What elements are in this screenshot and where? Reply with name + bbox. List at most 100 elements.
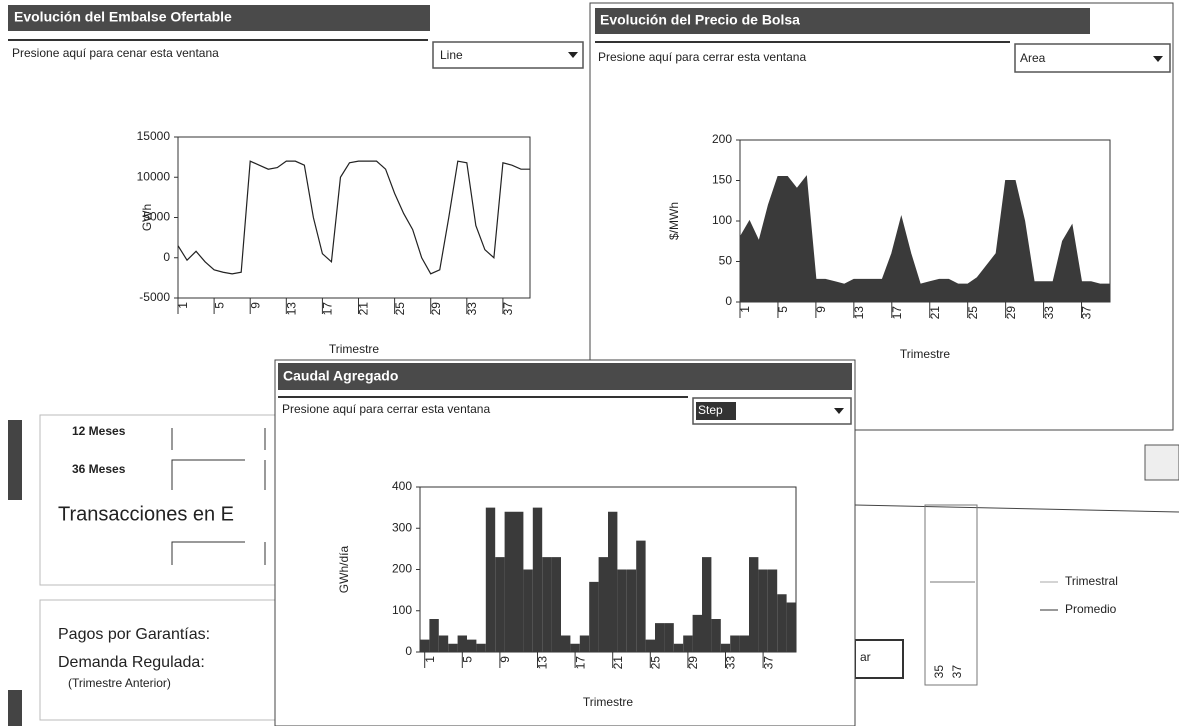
step-bar <box>429 619 439 652</box>
y-tick-label: 10000 <box>137 169 171 183</box>
x-tick-label: 25 <box>648 656 662 670</box>
close-link[interactable]: Presione aquí para cenar esta ventana <box>12 46 219 60</box>
step-bar <box>485 507 496 652</box>
y-tick-label: 15000 <box>137 129 171 143</box>
step-bar <box>495 557 505 652</box>
button[interactable] <box>1144 444 1179 481</box>
y-tick-label: 300 <box>392 520 412 534</box>
dropdown[interactable] <box>432 41 584 69</box>
background-form: 12 Meses 36 Meses Transacciones en E Pag… <box>8 414 1179 726</box>
step-bar <box>523 569 533 652</box>
x-tick-label: 5 <box>460 656 474 663</box>
step-bar <box>720 643 731 652</box>
step-bar <box>476 643 486 652</box>
dropdown-arrow <box>834 408 844 414</box>
y-tick-label: 50 <box>719 254 733 268</box>
y-tick-label: 200 <box>712 132 732 146</box>
rule <box>854 504 1179 513</box>
x-tick-label: 17 <box>573 656 587 670</box>
step-bar <box>636 540 646 652</box>
x-tick-label: 9 <box>248 302 262 309</box>
step-bar <box>532 507 543 652</box>
title-bar <box>278 363 852 390</box>
step-bar <box>626 569 637 652</box>
tick-label: 37 <box>950 665 964 679</box>
selection <box>696 402 736 420</box>
label: Demanda Regulada: <box>58 654 205 671</box>
step-bar <box>514 511 524 652</box>
close-link[interactable]: Presione aquí para cerrar esta ventana <box>282 402 490 416</box>
field <box>171 428 266 450</box>
step-bar <box>749 557 759 652</box>
x-tick-label: 17 <box>890 306 904 320</box>
dropdown-arrow <box>1153 56 1163 62</box>
x-axis-label: Trimestre <box>583 695 634 709</box>
x-tick-label: 37 <box>501 302 515 316</box>
y-tick-label: 150 <box>712 173 732 187</box>
window: Evolución del Precio de Bolsa Presione a… <box>589 2 1174 431</box>
y-axis-label: $/MWh <box>667 202 681 240</box>
step-bar <box>608 511 618 652</box>
step-bar <box>702 557 712 652</box>
close-link[interactable]: Presione aquí para cerrar esta ventana <box>598 50 806 64</box>
step-bar <box>589 581 599 652</box>
tick-label: 35 <box>932 665 946 679</box>
label: (Trimestre Anterior) <box>68 676 171 690</box>
step-bar <box>711 619 721 652</box>
fragment: ar <box>860 650 871 664</box>
y-tick-label: 100 <box>712 213 732 227</box>
x-tick-label: 13 <box>536 656 550 670</box>
step-bar <box>598 557 608 652</box>
x-tick-label: 21 <box>611 656 625 670</box>
side-bar <box>8 690 22 726</box>
step-bar <box>579 635 590 652</box>
side-bar <box>8 420 22 500</box>
window: Caudal Agregado Presione aquí para cerra… <box>274 359 856 726</box>
step-bar <box>692 614 702 652</box>
label: Pagos por Garantías: <box>58 626 210 643</box>
y-tick-label: 0 <box>725 294 732 308</box>
step-bar <box>673 643 684 652</box>
step-bar <box>457 635 467 652</box>
x-tick-label: 1 <box>423 656 437 663</box>
step-bar <box>645 639 655 652</box>
x-tick-label: 33 <box>1042 306 1056 320</box>
x-tick-label: 25 <box>393 302 407 316</box>
x-tick-label: 17 <box>321 302 335 316</box>
x-axis-label: Trimestre <box>329 342 380 356</box>
y-tick-label: 100 <box>392 603 412 617</box>
field <box>171 459 266 490</box>
y-axis-label: GWh/día <box>337 546 351 594</box>
step-bar <box>739 635 749 652</box>
step-bar <box>777 594 787 652</box>
step-bar <box>504 511 514 652</box>
dropdown-value: Area <box>1020 51 1046 65</box>
x-tick-label: 21 <box>357 302 371 316</box>
dropdown-arrow <box>568 52 578 58</box>
y-tick-label: -5000 <box>139 290 170 304</box>
step-bar <box>664 623 674 652</box>
y-axis-label: GWh <box>140 204 154 231</box>
x-tick-label: 1 <box>176 302 190 309</box>
x-tick-label: 13 <box>852 306 866 320</box>
window: Evolución del Embalse Ofertable Presione… <box>0 0 590 360</box>
x-axis-label: Trimestre <box>900 347 951 361</box>
x-tick-label: 33 <box>724 656 738 670</box>
x-tick-label: 29 <box>686 656 700 670</box>
x-tick-label: 33 <box>465 302 479 316</box>
x-tick-label: 29 <box>1004 306 1018 320</box>
step-bar <box>570 643 580 652</box>
step-bar <box>617 569 627 652</box>
title-bar <box>8 5 430 31</box>
heading: Transacciones en E <box>58 503 234 525</box>
panel <box>39 414 281 586</box>
x-tick-label: 9 <box>814 306 828 313</box>
data-line <box>177 160 530 275</box>
button[interactable] <box>854 639 904 679</box>
dropdown[interactable] <box>1014 43 1171 73</box>
row-label: 12 Meses <box>72 424 126 438</box>
step-bar <box>655 623 665 652</box>
window-title: Evolución del Embalse Ofertable <box>14 9 232 25</box>
dropdown-value: Line <box>440 48 463 62</box>
